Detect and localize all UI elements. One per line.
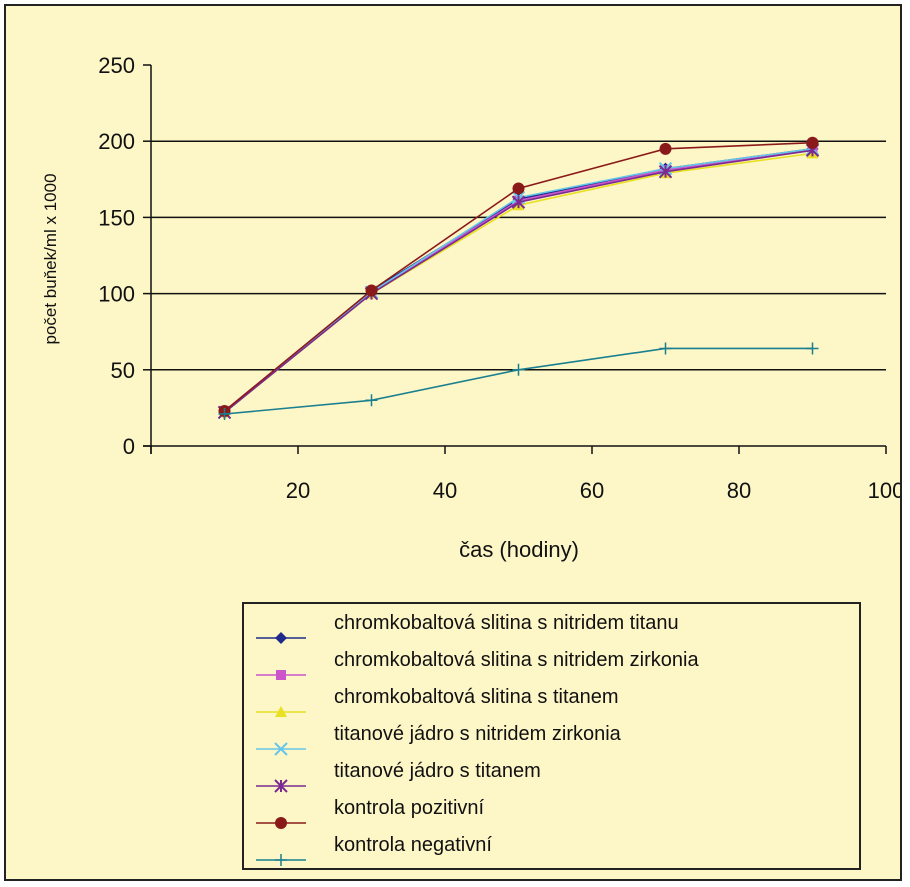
legend-swatch-marker-4 xyxy=(274,742,288,756)
data-point-6-5 xyxy=(806,136,819,149)
y-tick-label-200: 200 xyxy=(98,129,135,154)
legend-swatch-marker-2 xyxy=(276,670,286,680)
data-point-7-2 xyxy=(365,394,378,407)
data-point-7-5 xyxy=(806,342,819,355)
x-tick-label-100: 100 xyxy=(868,478,900,503)
gridlines xyxy=(151,140,886,371)
legend-label-1: chromkobaltová slitina s nitridem titanu xyxy=(334,612,679,634)
y-tick-label-150: 150 xyxy=(98,205,135,230)
y-tick-label-100: 100 xyxy=(98,282,135,307)
legend-swatch-7 xyxy=(256,854,306,866)
legend-swatch-marker-3 xyxy=(275,706,287,717)
y-tick-label-0: 0 xyxy=(123,434,135,459)
legend-item-3: chromkobaltová slitina s titanem xyxy=(244,684,859,720)
x-tick-label-60: 60 xyxy=(580,478,604,503)
data-point-5-4 xyxy=(658,164,673,179)
chart-frame: 0 50 100 150 200 250 20 40 60 80 100 čas (hodiny) … xyxy=(4,4,902,881)
legend-swatch-3 xyxy=(256,706,306,717)
legend-item-4: titanové jádro s nitridem zirkonia xyxy=(244,721,859,757)
legend-label-3: chromkobaltová slitina s titanem xyxy=(334,686,619,708)
legend-item-5: titanové jádro s titanem xyxy=(244,758,859,794)
y-axis-label: počet buňek/ml x 1000 xyxy=(41,173,60,344)
legend-swatch-4 xyxy=(256,742,306,756)
data-point-5-3 xyxy=(511,195,526,209)
data-point-6-3 xyxy=(512,182,525,195)
data-point-7-1 xyxy=(218,407,231,420)
legend: chromkobaltová slitina s nitridem titanu… xyxy=(242,602,861,870)
legend-item-7: kontrola negativní xyxy=(244,832,859,868)
legend-item-2: chromkobaltová slitina s nitridem zirkon… xyxy=(244,647,859,683)
legend-label-5: titanové jádro s titanem xyxy=(334,760,541,782)
axes xyxy=(143,64,887,454)
data-point-6-2 xyxy=(365,284,378,297)
data-point-7-3 xyxy=(512,363,525,376)
legend-label-6: kontrola pozitivní xyxy=(334,797,485,819)
series-line-7 xyxy=(224,347,813,415)
x-tick-label-20: 20 xyxy=(286,478,310,503)
legend-swatch-2 xyxy=(256,670,306,680)
legend-label-2: chromkobaltová slitina s nitridem zirkon… xyxy=(334,649,699,671)
series-lines xyxy=(217,136,820,420)
legend-swatch-6 xyxy=(256,817,306,829)
legend-label-7: kontrola negativní xyxy=(334,834,492,856)
legend-swatch-5 xyxy=(256,779,306,793)
x-tick-label-80: 80 xyxy=(727,478,751,503)
tick-labels: 0 50 100 150 200 250 20 40 60 80 100 xyxy=(98,53,900,503)
data-point-7-4 xyxy=(659,342,672,355)
legend-item-6: kontrola pozitivní xyxy=(244,795,859,831)
legend-item-1: chromkobaltová slitina s nitridem titanu xyxy=(244,610,859,646)
legend-swatch-1 xyxy=(256,632,306,644)
x-tick-label-40: 40 xyxy=(433,478,457,503)
legend-swatch-marker-6 xyxy=(275,817,287,829)
series-6 xyxy=(218,136,819,417)
legend-swatch-marker-5 xyxy=(274,779,288,793)
legend-swatch-marker-1 xyxy=(275,632,287,644)
data-point-6-4 xyxy=(659,142,672,155)
x-axis-label: čas (hodiny) xyxy=(459,537,579,562)
series-7 xyxy=(218,342,819,420)
legend-label-4: titanové jádro s nitridem zirkonia xyxy=(334,723,621,745)
y-tick-label-50: 50 xyxy=(111,358,135,383)
y-tick-label-250: 250 xyxy=(98,53,135,78)
legend-swatch-marker-7 xyxy=(275,854,287,866)
